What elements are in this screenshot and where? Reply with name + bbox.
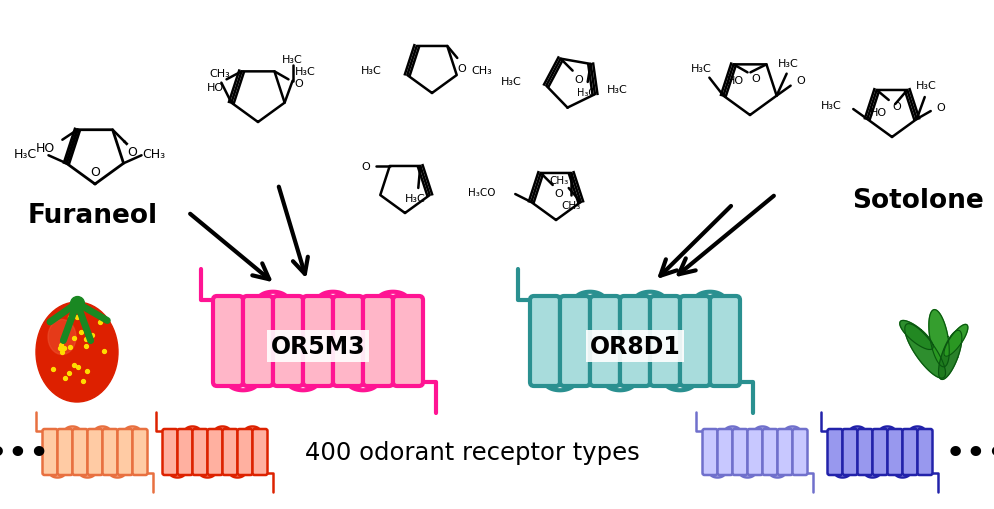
FancyBboxPatch shape — [902, 429, 916, 475]
FancyBboxPatch shape — [58, 429, 73, 475]
Text: CH₃: CH₃ — [471, 66, 492, 76]
FancyBboxPatch shape — [162, 429, 177, 475]
FancyBboxPatch shape — [791, 429, 807, 475]
Text: Furaneol: Furaneol — [28, 203, 158, 229]
FancyBboxPatch shape — [619, 296, 649, 386]
Text: •••: ••• — [0, 436, 50, 470]
Text: O: O — [90, 166, 99, 179]
Text: O: O — [554, 189, 563, 199]
Text: OR8D1: OR8D1 — [589, 334, 680, 358]
Text: H₃C: H₃C — [606, 85, 626, 95]
Text: O: O — [574, 74, 582, 84]
Text: H₃C: H₃C — [915, 81, 936, 91]
Text: H₃C: H₃C — [294, 67, 315, 76]
Text: •••: ••• — [944, 436, 994, 470]
Text: CH₃: CH₃ — [209, 69, 230, 78]
Text: Sotolone: Sotolone — [851, 188, 983, 214]
FancyBboxPatch shape — [702, 429, 717, 475]
Polygon shape — [943, 325, 967, 356]
FancyBboxPatch shape — [530, 296, 560, 386]
FancyBboxPatch shape — [842, 429, 857, 475]
FancyBboxPatch shape — [827, 429, 842, 475]
Text: H₃CO: H₃CO — [467, 188, 495, 197]
Text: O: O — [456, 64, 465, 74]
FancyBboxPatch shape — [746, 429, 761, 475]
Text: H₃C: H₃C — [690, 64, 711, 73]
Text: CH₃: CH₃ — [142, 148, 165, 160]
Text: O: O — [750, 74, 759, 84]
Text: H₃C: H₃C — [820, 101, 841, 111]
Polygon shape — [904, 324, 944, 378]
FancyBboxPatch shape — [208, 429, 223, 475]
Text: HO: HO — [870, 108, 887, 118]
Ellipse shape — [36, 302, 118, 402]
FancyBboxPatch shape — [732, 429, 746, 475]
Text: O: O — [361, 162, 370, 172]
Text: H₃C: H₃C — [577, 88, 594, 98]
Polygon shape — [928, 310, 948, 367]
Text: H₃C: H₃C — [500, 76, 521, 87]
Text: CH₃: CH₃ — [549, 176, 568, 186]
FancyBboxPatch shape — [238, 429, 252, 475]
Text: 400 odorant receptor types: 400 odorant receptor types — [304, 440, 639, 464]
FancyBboxPatch shape — [393, 296, 422, 386]
Text: O: O — [294, 79, 302, 89]
FancyBboxPatch shape — [679, 296, 710, 386]
FancyBboxPatch shape — [857, 429, 872, 475]
Text: O: O — [935, 103, 944, 113]
FancyBboxPatch shape — [132, 429, 147, 475]
FancyBboxPatch shape — [177, 429, 192, 475]
FancyBboxPatch shape — [363, 296, 393, 386]
Text: H₃C: H₃C — [13, 148, 37, 160]
FancyBboxPatch shape — [887, 429, 902, 475]
FancyBboxPatch shape — [761, 429, 776, 475]
Text: H₃C: H₃C — [405, 193, 425, 204]
Polygon shape — [899, 321, 932, 350]
FancyBboxPatch shape — [333, 296, 363, 386]
Text: O: O — [127, 146, 137, 159]
FancyBboxPatch shape — [223, 429, 238, 475]
Text: HO: HO — [36, 142, 56, 155]
FancyBboxPatch shape — [589, 296, 619, 386]
Text: OR5M3: OR5M3 — [270, 334, 365, 358]
FancyBboxPatch shape — [872, 429, 887, 475]
FancyBboxPatch shape — [73, 429, 87, 475]
FancyBboxPatch shape — [43, 429, 58, 475]
FancyBboxPatch shape — [710, 296, 740, 386]
Text: H₃C: H₃C — [282, 54, 303, 65]
Text: O: O — [795, 75, 804, 86]
FancyBboxPatch shape — [102, 429, 117, 475]
Polygon shape — [937, 331, 961, 380]
FancyBboxPatch shape — [916, 429, 931, 475]
FancyBboxPatch shape — [117, 429, 132, 475]
Text: CH₃: CH₃ — [561, 201, 580, 211]
FancyBboxPatch shape — [213, 296, 243, 386]
FancyBboxPatch shape — [717, 429, 732, 475]
FancyBboxPatch shape — [649, 296, 679, 386]
Text: H₃C: H₃C — [777, 59, 798, 69]
FancyBboxPatch shape — [560, 296, 589, 386]
Text: HO: HO — [727, 76, 744, 86]
FancyBboxPatch shape — [87, 429, 102, 475]
FancyBboxPatch shape — [252, 429, 267, 475]
Text: HO: HO — [206, 83, 224, 93]
Text: H₃C: H₃C — [360, 66, 381, 76]
FancyBboxPatch shape — [243, 296, 272, 386]
FancyBboxPatch shape — [303, 296, 333, 386]
FancyBboxPatch shape — [776, 429, 791, 475]
FancyBboxPatch shape — [272, 296, 303, 386]
Ellipse shape — [48, 320, 76, 355]
FancyBboxPatch shape — [192, 429, 208, 475]
Text: O: O — [892, 102, 901, 112]
